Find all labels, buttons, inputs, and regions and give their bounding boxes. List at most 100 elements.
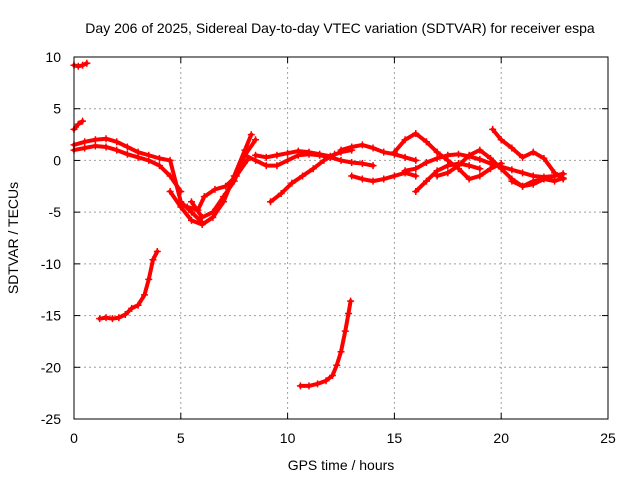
data-point <box>145 156 153 164</box>
y-tick-label: 5 <box>53 101 61 117</box>
data-point <box>222 182 230 190</box>
series-arc-1 <box>70 59 91 70</box>
data-point <box>198 221 206 229</box>
data-point <box>309 165 317 173</box>
series-arc-18 <box>508 170 567 190</box>
data-point <box>369 177 377 185</box>
x-tick-label: 5 <box>177 430 185 446</box>
data-point <box>322 377 330 385</box>
series-trace <box>298 299 353 388</box>
data-point <box>529 180 537 188</box>
data-point <box>262 162 270 170</box>
data-point <box>155 154 163 162</box>
data-point <box>91 142 99 150</box>
data-point <box>476 172 484 180</box>
data-point <box>128 304 136 312</box>
data-point <box>194 206 202 214</box>
data-point <box>305 382 313 390</box>
data-point <box>497 165 505 173</box>
data-point <box>337 156 345 164</box>
data-point <box>247 131 255 139</box>
data-point <box>454 150 462 158</box>
data-point <box>113 138 121 146</box>
data-point <box>252 136 260 144</box>
data-point <box>288 179 296 187</box>
data-point <box>529 148 537 156</box>
data-point <box>183 203 191 211</box>
data-point <box>489 125 497 133</box>
data-point <box>559 170 567 178</box>
data-point <box>444 162 452 170</box>
data-point <box>519 182 527 190</box>
data-point <box>83 59 91 67</box>
y-axis-label: SDTVAR / TECUs <box>5 182 21 294</box>
data-point <box>540 154 548 162</box>
data-point <box>433 148 441 156</box>
data-point <box>123 150 131 158</box>
series-arc-20 <box>296 297 355 390</box>
data-point <box>433 154 441 162</box>
x-tick-label: 0 <box>70 430 78 446</box>
data-point <box>412 187 420 195</box>
data-point <box>358 141 366 149</box>
data-point <box>166 172 174 180</box>
data-point <box>262 153 270 161</box>
series-arc-10 <box>252 146 356 161</box>
grid-lines <box>74 57 608 419</box>
data-point <box>347 297 355 305</box>
data-point <box>444 169 452 177</box>
data-point <box>91 136 99 144</box>
y-tick-label: 10 <box>45 49 61 65</box>
data-point <box>294 147 302 155</box>
y-tick-label: -5 <box>49 204 62 220</box>
data-point <box>422 158 430 166</box>
data-point <box>220 193 228 201</box>
data-point <box>337 146 345 154</box>
data-point <box>102 135 110 143</box>
plot-frame <box>73 56 609 420</box>
data-point <box>187 198 195 206</box>
data-point <box>358 175 366 183</box>
data-point <box>328 372 336 380</box>
series-trace <box>403 152 566 179</box>
y-tick-label: 0 <box>53 152 61 168</box>
data-point <box>200 193 208 201</box>
axis-tick-labels: 0 5 10 15 20 25 10 5 0 -5 -10 -15 -20 -25 <box>41 49 616 446</box>
data-point <box>348 172 356 180</box>
series-arc-4 <box>70 142 185 195</box>
data-point <box>166 187 174 195</box>
data-point <box>454 162 462 170</box>
data-point <box>380 148 388 156</box>
data-point <box>115 314 123 322</box>
x-tick-label: 15 <box>387 430 403 446</box>
data-point <box>267 198 275 206</box>
data-point <box>320 156 328 164</box>
data-point <box>412 130 420 138</box>
data-point <box>390 172 398 180</box>
data-point <box>81 144 89 152</box>
x-tick-label: 10 <box>280 430 296 446</box>
data-point <box>369 144 377 152</box>
data-point <box>476 155 484 163</box>
data-point <box>166 156 174 164</box>
data-point <box>465 162 473 170</box>
data-point <box>198 213 206 221</box>
series-arc-2 <box>70 117 87 133</box>
data-point <box>74 120 82 128</box>
data-point <box>465 175 473 183</box>
data-point <box>145 275 153 283</box>
chart-title: Day 206 of 2025, Sidereal Day-to-day VTE… <box>85 20 595 36</box>
data-point <box>344 310 352 318</box>
data-point <box>519 153 527 161</box>
data-point <box>74 62 82 70</box>
data-point <box>508 166 516 174</box>
data-point <box>305 148 313 156</box>
data-point <box>108 315 116 323</box>
data-point <box>299 172 307 180</box>
data-point <box>412 165 420 173</box>
data-point <box>465 151 473 159</box>
data-point <box>401 153 409 161</box>
data-point <box>134 301 142 309</box>
data-point <box>358 160 366 168</box>
data-point <box>187 216 195 224</box>
